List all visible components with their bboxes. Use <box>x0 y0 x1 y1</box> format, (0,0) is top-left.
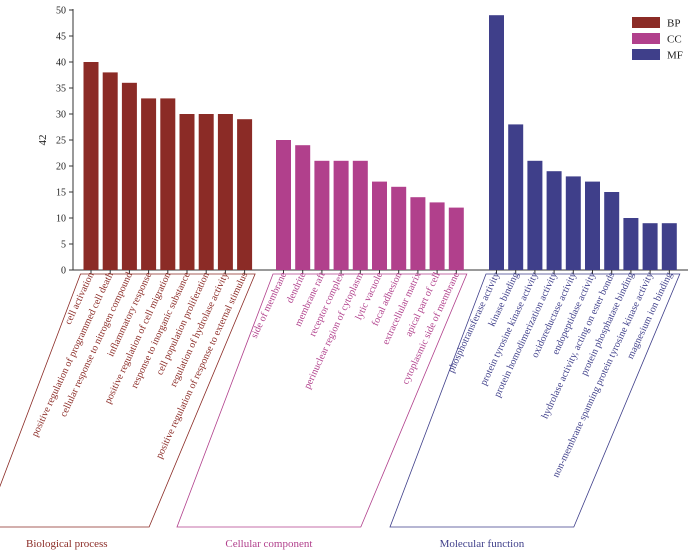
bar-cc <box>372 181 387 270</box>
bar-cc <box>276 140 291 270</box>
y-tick-label: 25 <box>56 136 66 147</box>
y-axis-label: 42 <box>37 135 49 146</box>
bar-bp <box>141 98 157 271</box>
bar-mf <box>604 192 620 270</box>
bar-mf <box>623 218 639 270</box>
bar-mf <box>546 171 562 270</box>
bar-cc <box>314 160 330 270</box>
bar-mf <box>527 160 543 270</box>
bar-cc <box>295 145 311 270</box>
bar-cc <box>429 202 445 270</box>
bar-bp <box>237 119 253 270</box>
bar-bp <box>217 114 233 270</box>
legend-label-cc: CC <box>667 34 682 46</box>
y-tick-label: 20 <box>56 162 66 173</box>
bar-cc <box>410 197 426 270</box>
bar-mf <box>642 223 658 270</box>
group-bracket-mf <box>389 273 681 528</box>
y-tick-label: 30 <box>56 110 66 121</box>
bar-bp <box>160 98 176 271</box>
bar-cc <box>391 186 407 270</box>
y-tick-label: 5 <box>61 240 66 251</box>
y-tick-label: 15 <box>56 188 66 199</box>
legend-swatch-mf <box>632 49 660 60</box>
bar-bp <box>198 114 214 270</box>
bar-cc <box>333 160 349 270</box>
y-tick-label: 40 <box>56 58 66 69</box>
y-tick-label: 10 <box>56 214 66 225</box>
legend-swatch-cc <box>632 33 660 44</box>
group-brackets: Biological process Cellular component Mole… <box>0 273 681 550</box>
legend-label-mf: MF <box>667 50 683 62</box>
legend-label-bp: BP <box>667 18 680 30</box>
y-tick-label: 0 <box>61 266 66 277</box>
group-label-cc: Cellular component <box>225 538 312 550</box>
legend: BP CC MF <box>632 17 683 62</box>
bar-mf <box>661 223 677 270</box>
bar-bp <box>121 82 137 270</box>
bar-cc <box>352 160 368 270</box>
y-tick-label: 50 <box>56 6 66 17</box>
bar-bp <box>83 62 99 270</box>
axes: 0 5 10 15 20 25 30 35 40 45 50 <box>56 6 688 277</box>
bars <box>83 15 677 271</box>
bar-mf <box>508 124 524 271</box>
bar-cc <box>448 207 464 270</box>
bar-mf <box>585 181 600 270</box>
bar-mf <box>489 15 504 271</box>
y-tick-label: 45 <box>56 32 66 43</box>
group-bracket-cc <box>176 273 468 528</box>
bar-mf <box>565 176 581 270</box>
category-label: side of membrane <box>249 270 289 340</box>
bar-bp <box>102 72 118 271</box>
bar-bp <box>179 114 195 270</box>
group-label-bp: Biological process <box>26 538 108 550</box>
group-label-mf: Molecular function <box>440 538 525 550</box>
legend-swatch-bp <box>632 17 660 28</box>
y-tick-label: 35 <box>56 84 66 95</box>
group-bracket-bp <box>0 273 256 528</box>
category-label: positive regulation of programmed cell d… <box>30 271 116 439</box>
